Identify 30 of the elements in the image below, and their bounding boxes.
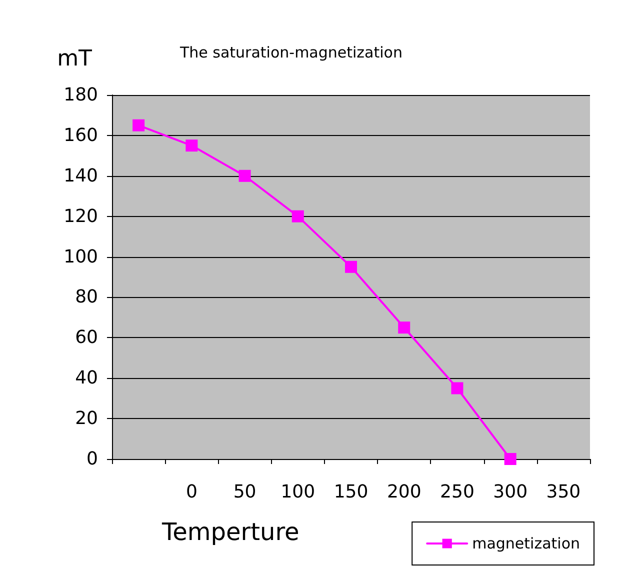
point — [186, 140, 198, 152]
point — [398, 322, 410, 334]
x-tick-label: 200 — [386, 482, 422, 502]
point — [292, 210, 304, 222]
point — [345, 260, 357, 273]
point — [238, 170, 251, 182]
y-tick-label: 100 — [64, 246, 98, 268]
point — [451, 382, 464, 394]
y-tick-label: 60 — [75, 327, 98, 348]
y-tick-label: 120 — [64, 206, 98, 227]
point — [132, 119, 145, 132]
x-tick-label: 300 — [493, 482, 528, 502]
x-tick-label: 150 — [334, 482, 368, 502]
x-tick-label: 100 — [280, 482, 316, 502]
x-tick-label: 350 — [546, 482, 581, 502]
y-tick-label: 140 — [64, 165, 98, 186]
y-tick-label: 0 — [86, 448, 98, 470]
y-tick-label: 180 — [64, 84, 98, 106]
x-tick-label: 50 — [233, 482, 256, 502]
chart-title: The saturation-magnetization — [179, 44, 402, 62]
x-tick-label: 250 — [440, 482, 474, 502]
x-tick-label: 0 — [186, 482, 198, 502]
y-tick-label: 80 — [75, 286, 98, 308]
y-tick-label: 20 — [75, 408, 98, 430]
y-axis-title: mT — [57, 46, 93, 72]
legend-label: magnetization — [472, 534, 580, 552]
x-axis-title: Temperture — [161, 518, 300, 546]
point — [504, 453, 516, 465]
y-tick-label: 160 — [64, 124, 98, 146]
y-tick-label: 40 — [75, 368, 98, 389]
